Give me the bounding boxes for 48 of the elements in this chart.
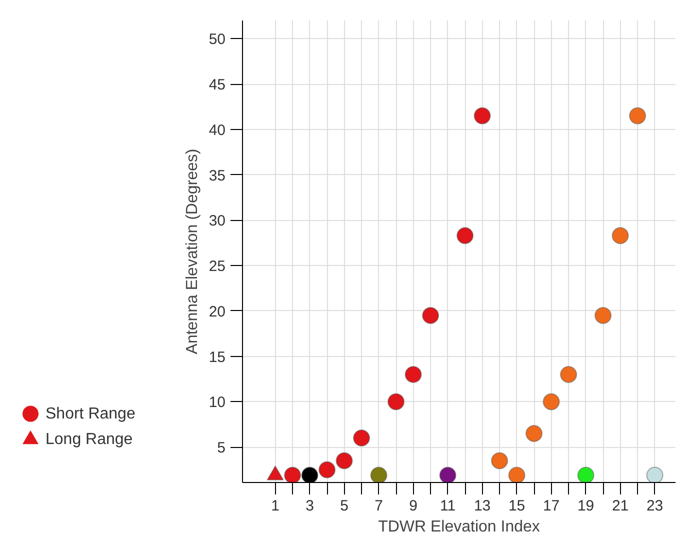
x-tick-label: 23: [646, 498, 664, 514]
legend-label: Long Range: [46, 431, 133, 448]
y-axis-title: Antenna Elevation (Degrees): [184, 148, 201, 354]
point: [388, 393, 405, 410]
y-tick-label: 30: [208, 212, 226, 230]
x-tick-label: 9: [409, 498, 418, 514]
y-tick-label: 20: [208, 303, 226, 320]
x-tick-label: 21: [612, 498, 629, 514]
x-tick-label: 5: [340, 498, 348, 514]
point: [594, 307, 612, 324]
x-tick-label: 19: [577, 498, 594, 514]
x-axis-title: TDWR Elevation Index: [378, 518, 540, 536]
point: [629, 107, 646, 124]
y-tick-label: 15: [208, 348, 226, 366]
point: [456, 227, 474, 244]
point: [491, 452, 508, 470]
point: [577, 466, 594, 482]
point: [474, 107, 491, 124]
y-tick-label: 25: [208, 258, 226, 276]
point: [336, 452, 353, 470]
x-tick-label: 1: [271, 498, 280, 514]
x-tick-label: 3: [306, 498, 314, 514]
point: [526, 425, 543, 442]
point: [284, 466, 302, 482]
point: [646, 466, 664, 482]
y-tick-label: 35: [208, 167, 226, 184]
point: [370, 466, 388, 482]
point: [612, 227, 629, 244]
y-tick-label: 45: [208, 76, 226, 94]
point: [301, 466, 318, 482]
point: [318, 461, 336, 478]
point: [422, 307, 440, 324]
legend-label: Short Range: [46, 405, 136, 422]
point: [508, 466, 526, 482]
x-tick-label: 7: [374, 498, 383, 514]
point: [404, 366, 422, 383]
y-tick-label: 10: [208, 394, 226, 412]
y-tick-label: 40: [208, 122, 226, 139]
y-tick-label: 50: [208, 31, 226, 48]
y-tick-label: 5: [217, 440, 226, 457]
point: [439, 466, 456, 482]
point: [542, 393, 560, 410]
point: [560, 366, 578, 383]
x-tick-label: 13: [474, 498, 491, 514]
x-tick-label: 15: [508, 498, 526, 514]
x-tick-label: 17: [542, 498, 560, 514]
point: [353, 430, 370, 447]
x-tick-label: 11: [440, 498, 456, 514]
